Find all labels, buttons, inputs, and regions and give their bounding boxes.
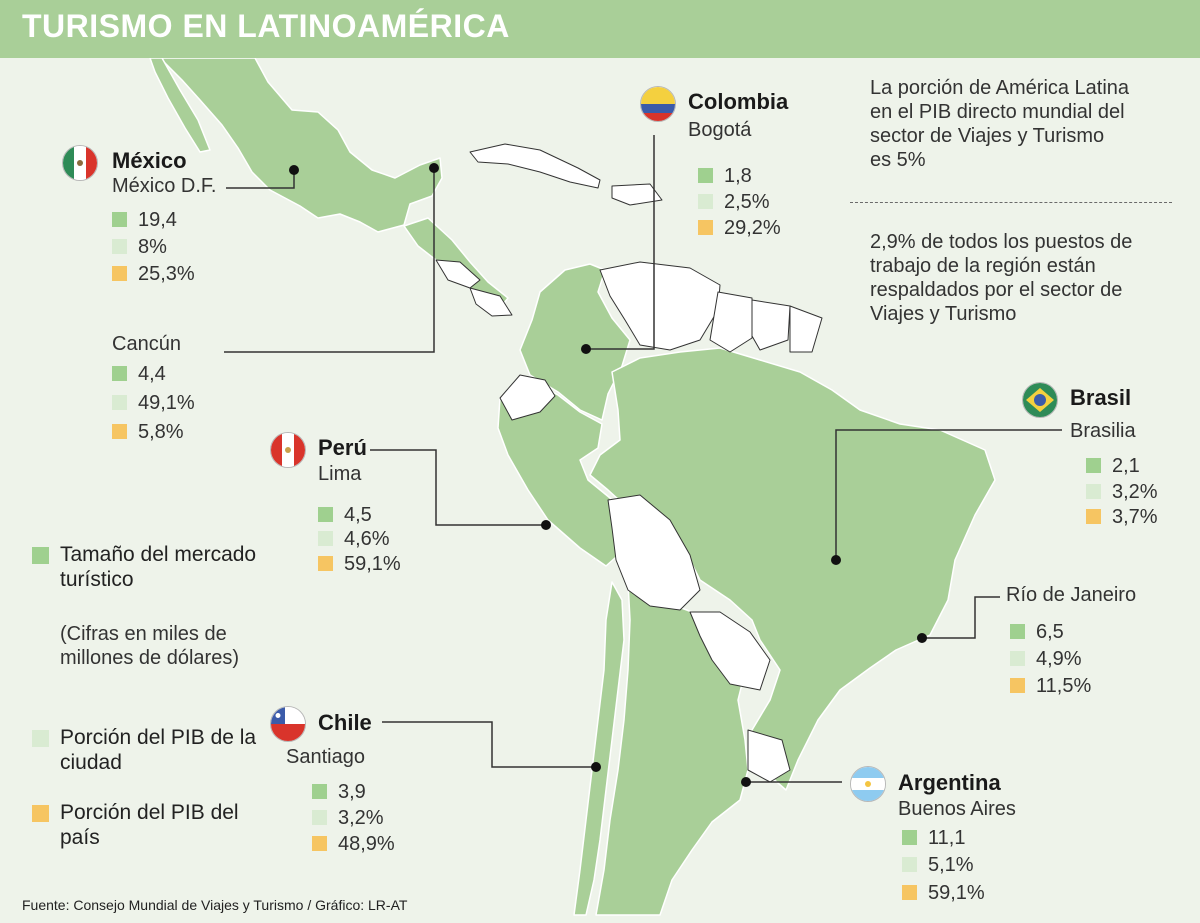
mexico-df-city-label: México D.F. [112,175,217,197]
argentina-country-label: Argentina [898,770,1001,795]
legend-market-size: Tamaño del mercado turístico [32,542,290,592]
peru-market: 4,5 [318,503,372,527]
argentina-city-gdp: 5,1% [902,853,974,877]
rio-marker [917,633,927,643]
colombia-market: 1,8 [698,164,752,188]
colombia-city-gdp: 2,5% [698,190,770,214]
rio-city-label: Río de Janeiro [1006,584,1137,606]
peru-city-label: Lima [318,463,362,485]
cancun-market: 4,4 [112,362,166,386]
brasilia-country-gdp: 3,7% [1086,505,1158,529]
mexico-df-market: 19,4 [112,208,177,232]
uruguay-shape [747,729,791,783]
suriname-shape [751,299,791,351]
notes-divider [850,202,1172,203]
jobs-share-note: 2,9% de todos los puestos de trabajo de … [870,231,1133,325]
chile-shape [573,581,625,916]
brasilia-city-gdp: 3,2% [1086,480,1158,504]
chile-flag-icon [270,706,306,742]
argentina-flag-icon [850,766,886,802]
argentina-city-label: Buenos Aires [898,798,1016,820]
baja-california-shape [149,57,211,153]
brasilia-marker [831,555,841,565]
mexico-df-marker [289,165,299,175]
venezuela-shape [599,261,721,351]
french-guiana-shape [789,305,823,353]
buenos-aires-marker [741,777,751,787]
peru-country-gdp: 59,1% [318,552,401,576]
brasilia-city-label: Brasilia [1070,420,1136,442]
mexico-country-label: México [112,148,187,173]
cancun-marker [429,163,439,173]
chile-country-label: Chile [318,710,372,735]
peru-country-label: Perú [318,435,367,460]
santiago-marker [591,762,601,772]
bolivia-shape [607,494,701,611]
rio-city-gdp: 4,9% [1010,647,1082,671]
legend-city-gdp: Porción del PIB de la ciudad [32,725,260,775]
peru-city-gdp: 4,6% [318,527,390,551]
rio-market: 6,5 [1010,620,1064,644]
title-bar [0,0,1200,58]
legend-market-size-note: (Cifras en miles de millones de dólares) [60,623,239,669]
source-credit: Fuente: Consejo Mundial de Viajes y Turi… [22,897,408,913]
cancun-country-gdp: 5,8% [112,420,184,444]
guyana-shape [709,291,753,353]
lima-marker [541,520,551,530]
chile-city-label: Santiago [286,746,365,768]
legend-country-gdp: Porción del PIB del país [32,800,240,850]
chile-market: 3,9 [312,780,366,804]
page-title: TURISMO EN LATINOAMÉRICA [22,8,510,44]
bogota-marker [581,344,591,354]
colombia-country-label: Colombia [688,89,789,114]
cancun-city-label: Cancún [112,333,181,355]
brazil-flag-icon [1022,382,1058,418]
colombia-flag-icon [640,86,676,122]
mexico-flag-icon [62,145,98,181]
rio-country-gdp: 11,5% [1010,674,1091,698]
chile-country-gdp: 48,9% [312,832,395,856]
mexico-df-city-gdp: 8% [112,235,167,259]
argentina-country-gdp: 59,1% [902,881,985,905]
paraguay-shape [689,611,771,691]
cuba-shape [469,143,601,189]
cancun-city-gdp: 49,1% [112,391,195,415]
colombia-country-gdp: 29,2% [698,216,781,240]
brasilia-market: 2,1 [1086,454,1140,478]
brazil-country-label: Brasil [1070,385,1132,410]
chile-city-gdp: 3,2% [312,806,384,830]
mexico-df-country-gdp: 25,3% [112,262,195,286]
mexico-shape [159,57,443,233]
colombia-city-label: Bogotá [688,119,752,141]
argentina-market: 11,1 [902,826,965,850]
ecuador-shape [499,374,556,421]
peru-flag-icon [270,432,306,468]
pib-share-note: La porción de América Latina en el PIB d… [870,77,1130,171]
